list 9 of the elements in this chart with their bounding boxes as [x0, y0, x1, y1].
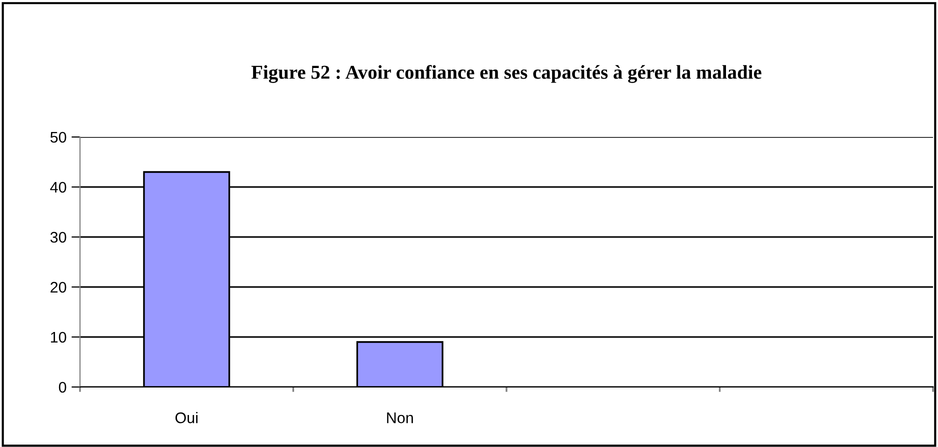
y-tick-label: 10	[50, 332, 66, 343]
y-tick-label: 0	[58, 382, 66, 393]
x-tick-label: Non	[387, 412, 413, 424]
y-tick-label: 30	[50, 232, 66, 243]
x-tick-label: Oui	[175, 412, 198, 424]
y-tick-label: 50	[50, 132, 66, 143]
y-tick-label: 20	[50, 282, 66, 293]
y-tick-label: 40	[50, 182, 66, 193]
chart-title: Figure 52 : Avoir confiance en ses capacités à gérer la maladie	[251, 64, 762, 83]
